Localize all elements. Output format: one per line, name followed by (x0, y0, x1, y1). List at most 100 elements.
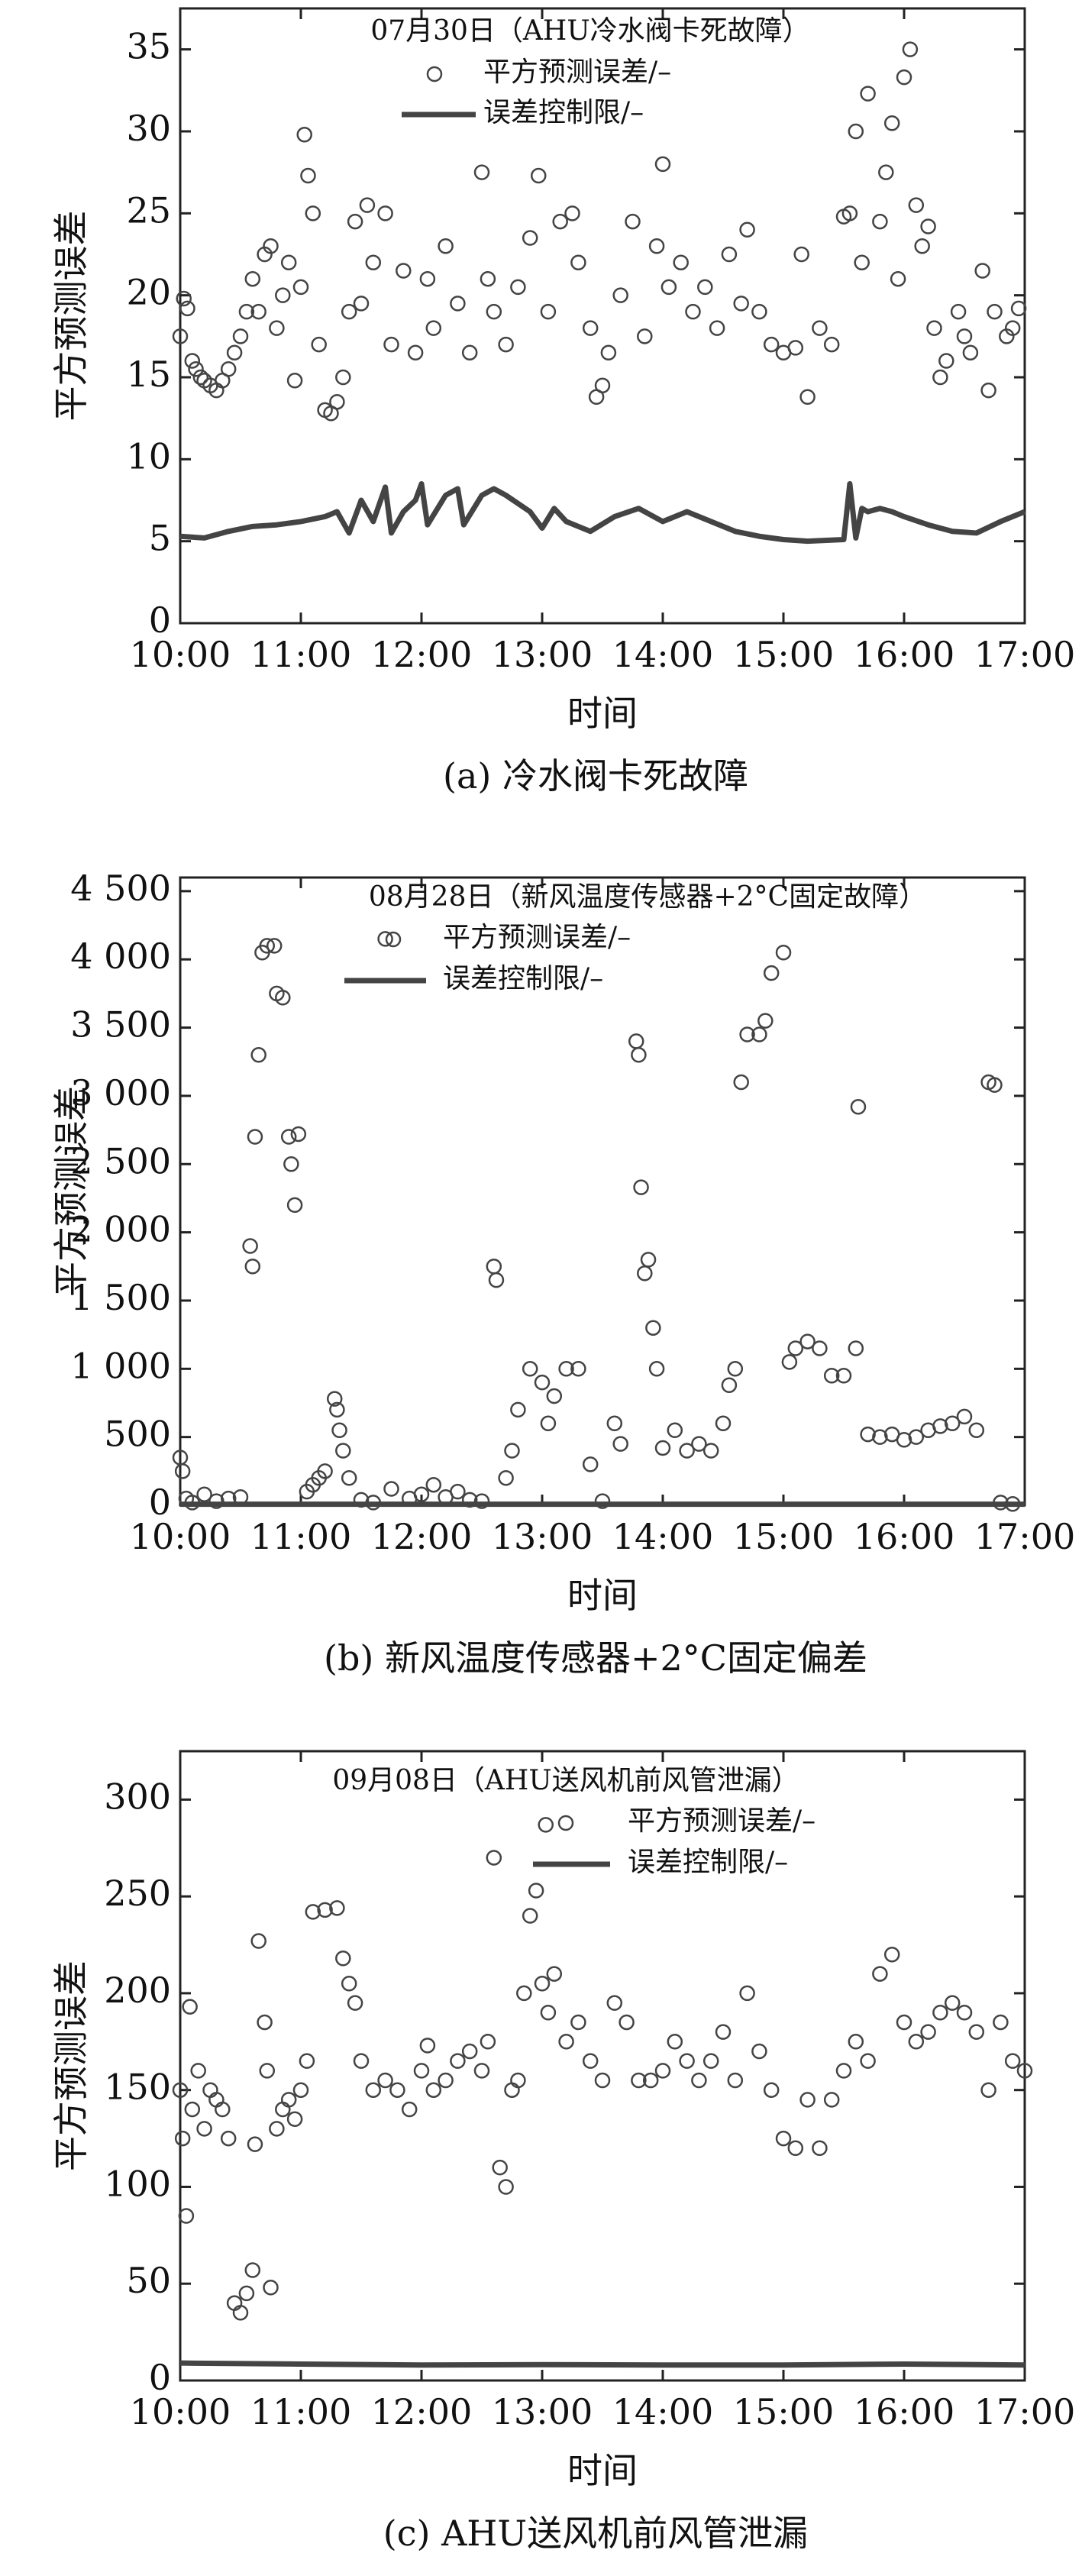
data-point (182, 1999, 198, 2015)
data-point (739, 1985, 755, 2002)
data-point (534, 1975, 551, 1992)
data-point (667, 1422, 683, 1438)
x-axis-label: 时间 (567, 693, 638, 734)
data-point (654, 1440, 671, 1456)
caption: (c) AHU送风机前风管泄漏 (383, 2513, 808, 2554)
data-point (486, 1850, 502, 1866)
data-point (823, 1367, 840, 1384)
data-point (648, 238, 665, 254)
data-point (974, 263, 990, 279)
data-point (486, 303, 502, 320)
data-point (546, 1388, 563, 1404)
data-point (450, 2053, 466, 2069)
data-point (275, 287, 291, 303)
data-point (510, 1401, 526, 1418)
data-point (286, 2111, 303, 2127)
data-point (787, 340, 804, 356)
y-tick-label: 150 (104, 2067, 171, 2108)
data-point (848, 1340, 864, 1356)
data-point (317, 1902, 333, 1918)
data-point (473, 1493, 490, 1509)
data-point (232, 328, 249, 344)
x-tick-label: 10:00 (130, 2391, 231, 2432)
data-point (305, 1904, 321, 1920)
data-point (377, 205, 393, 221)
data-point (558, 1361, 574, 1377)
data-point (793, 246, 809, 263)
data-point (968, 2024, 985, 2040)
data-point (1016, 2063, 1033, 2079)
x-tick-label: 11:00 (250, 634, 352, 675)
data-point (522, 1361, 538, 1377)
data-point (335, 1443, 351, 1459)
data-point (504, 1443, 520, 1459)
data-point (347, 213, 363, 230)
data-point (486, 1259, 502, 1275)
data-point (215, 2101, 231, 2118)
data-point (823, 2092, 840, 2108)
x-tick-label: 15:00 (733, 1516, 835, 1557)
data-point (280, 254, 297, 270)
data-point (631, 2072, 647, 2089)
legend-label: 平方预测误差/– (483, 57, 671, 88)
x-tick-label: 14:00 (612, 1516, 714, 1557)
y-tick-label: 0 (149, 1482, 171, 1523)
legend-marker (385, 931, 402, 948)
data-point (896, 1431, 912, 1448)
plot-frame (179, 7, 1026, 625)
data-point (275, 990, 291, 1006)
data-point (962, 344, 979, 361)
data-point (715, 1415, 732, 1432)
data-point (721, 246, 738, 263)
caption: (b) 新风温度传感器+2°C固定偏差 (324, 1637, 867, 1679)
data-point (377, 931, 393, 947)
data-point (1010, 300, 1027, 317)
data-point (232, 2305, 249, 2321)
y-tick-label: 15 (126, 354, 171, 395)
y-tick-label: 30 (126, 108, 171, 149)
data-point (594, 2072, 611, 2089)
data-point (377, 2072, 393, 2089)
data-point (980, 382, 996, 399)
x-axis-label: 时间 (567, 2450, 638, 2491)
x-tick-label: 17:00 (974, 2391, 1076, 2432)
data-point (188, 361, 204, 377)
data-point (473, 2063, 490, 2079)
data-point (220, 361, 237, 377)
x-tick-label: 13:00 (492, 2391, 593, 2432)
data-point (250, 1933, 266, 1949)
control-limit-line (179, 2360, 1025, 2368)
x-tick-label: 11:00 (250, 2391, 352, 2432)
y-tick-label: 200 (104, 1970, 171, 2011)
data-point (480, 2034, 496, 2050)
data-point (329, 1900, 345, 1916)
data-point (522, 1908, 538, 1924)
data-point (823, 336, 840, 353)
data-point (619, 2014, 635, 2031)
data-point (628, 1033, 644, 1049)
data-point (799, 1333, 816, 1349)
data-point (679, 1443, 695, 1459)
data-point (220, 2130, 237, 2147)
y-tick-label: 4 000 (70, 936, 171, 977)
x-tick-label: 15:00 (733, 2391, 835, 2432)
chart-title: 09月08日（AHU送风机前风管泄漏） (332, 1765, 799, 1796)
legend-label: 平方预测误差/– (443, 922, 631, 953)
control-limit-line (179, 481, 1026, 545)
y-tick-label: 5 (149, 518, 171, 559)
data-point (883, 1946, 900, 1963)
data-point (196, 1486, 212, 1502)
y-tick-label: 0 (149, 2357, 171, 2398)
data-point (781, 1354, 798, 1370)
data-point (190, 2063, 206, 2079)
data-point (269, 2121, 285, 2137)
data-point (226, 344, 243, 361)
data-point (263, 2280, 279, 2296)
y-tick-label: 4 500 (70, 868, 171, 909)
data-point (244, 2262, 261, 2278)
data-point (534, 1374, 551, 1391)
data-point (661, 279, 677, 296)
data-point (938, 353, 954, 369)
data-point (178, 2208, 195, 2224)
